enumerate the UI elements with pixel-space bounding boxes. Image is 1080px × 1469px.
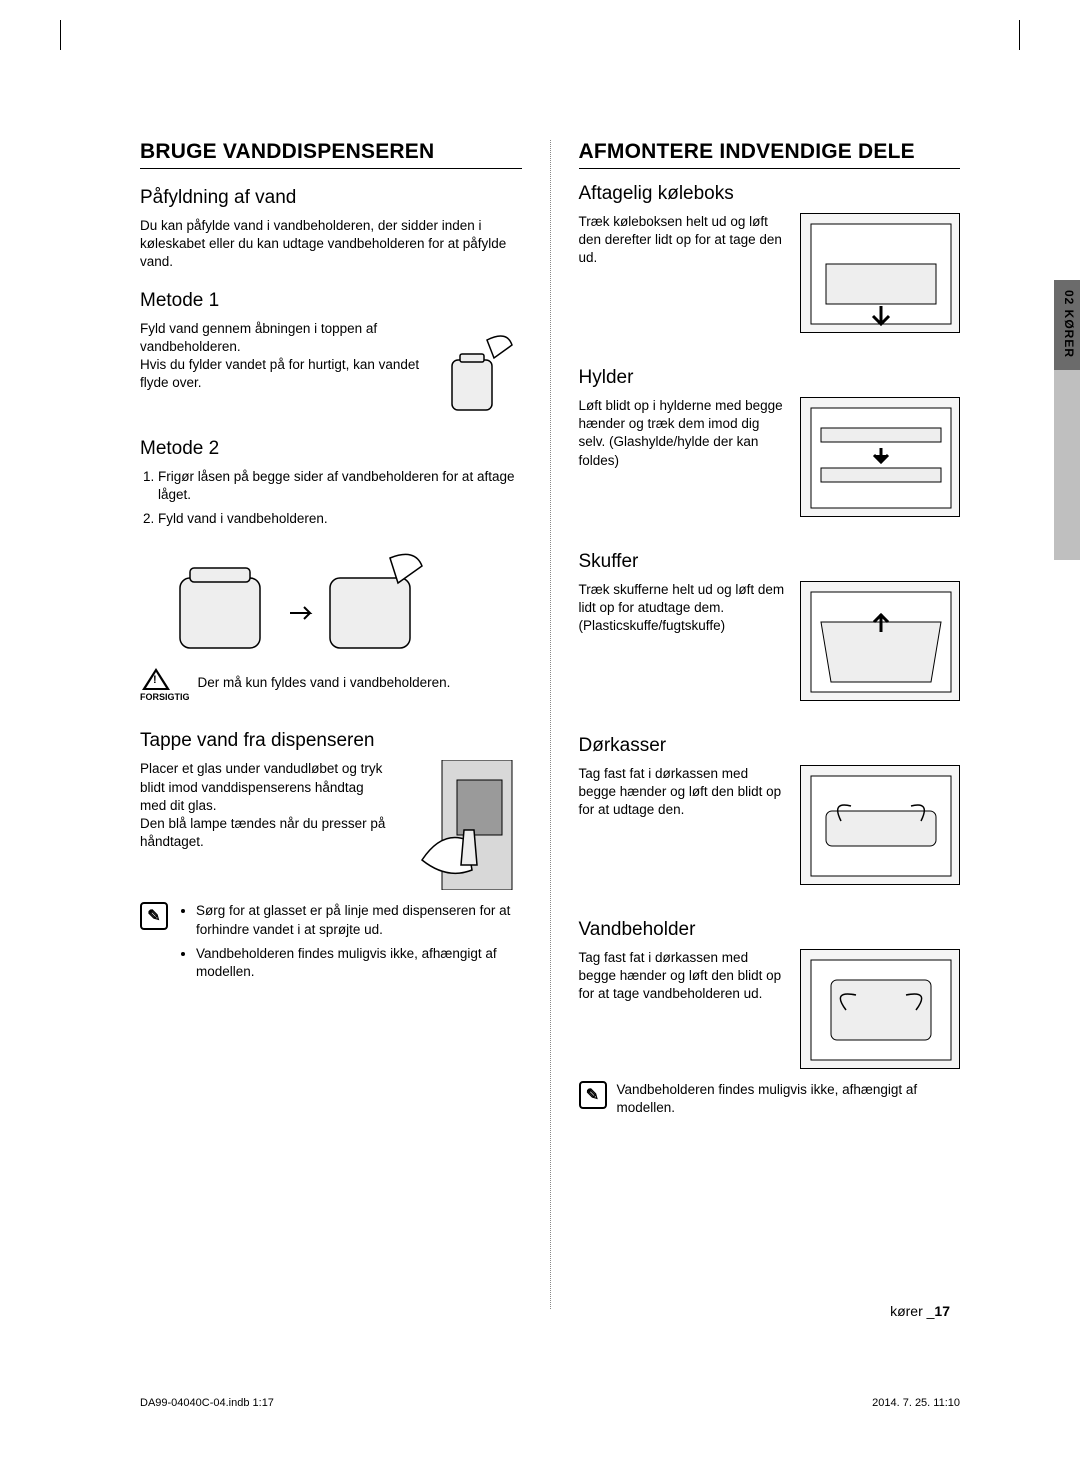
r4-body: Tag fast fat i dørkassen med begge hænde…	[579, 765, 789, 820]
caution-icon: !	[140, 668, 172, 694]
print-footer: DA99-04040C-04.indb 1:17 2014. 7. 25. 11…	[140, 1397, 960, 1409]
r3-body: Træk skufferne helt ud og løft dem lidt …	[579, 581, 789, 636]
note-row-left: ✎ Sørg for at glasset er på linje med di…	[140, 902, 522, 987]
s2-body: Placer et glas under vandudløbet og tryk…	[140, 760, 390, 851]
r2-head: Hylder	[579, 367, 961, 389]
note-row-right: ✎ Vandbeholderen findes muligvis ikke, a…	[579, 1081, 961, 1117]
left-column: BRUGE VANDDISPENSEREN Påfyldning af vand…	[140, 140, 551, 1309]
fig-shelves-icon	[800, 397, 960, 517]
r2-body: Løft blidt op i hylderne med begge hænde…	[579, 397, 789, 470]
s1-body: Du kan påfylde vand i vandbeholderen, de…	[140, 217, 522, 272]
footer-page: 17	[934, 1303, 950, 1319]
fig-watertank-icon	[800, 949, 960, 1069]
right-column: AFMONTERE INDVENDIGE DELE Aftagelig køle…	[579, 140, 961, 1309]
note2: Vandbeholderen findes muligvis ikke, afh…	[196, 945, 522, 981]
r4-head: Dørkasser	[579, 735, 961, 757]
r1-head: Aftagelig køleboks	[579, 183, 961, 205]
r-note: Vandbeholderen findes muligvis ikke, afh…	[617, 1081, 961, 1117]
note-icon-right: ✎	[579, 1081, 607, 1109]
fig-kettle-icon	[432, 320, 522, 420]
footer-label: kører _	[890, 1303, 934, 1319]
side-tab-label: 02 KØRER	[1062, 290, 1076, 358]
fig-coolbox-icon	[800, 213, 960, 333]
r3-head: Skuffer	[579, 551, 961, 573]
r1-body: Træk køleboksen helt ud og løft den dere…	[579, 213, 789, 268]
s2-head: Tappe vand fra dispenseren	[140, 730, 522, 752]
crop-marks	[60, 20, 1020, 50]
note-icon: ✎	[140, 902, 168, 930]
fig-containers-icon	[160, 538, 460, 658]
page-footer-right: kører _17	[890, 1303, 950, 1319]
fig-dispenser-icon	[402, 760, 522, 890]
print-left: DA99-04040C-04.indb 1:17	[140, 1397, 274, 1409]
m1-head: Metode 1	[140, 290, 522, 312]
r5-head: Vandbeholder	[579, 919, 961, 941]
print-right: 2014. 7. 25. 11:10	[872, 1397, 960, 1409]
note1: Sørg for at glasset er på linje med disp…	[196, 902, 522, 938]
m2-head: Metode 2	[140, 438, 522, 460]
left-title: BRUGE VANDDISPENSEREN	[140, 140, 522, 169]
right-title: AFMONTERE INDVENDIGE DELE	[579, 140, 961, 169]
r5-body: Tag fast fat i dørkassen med begge hænde…	[579, 949, 789, 1004]
caution-row: ! FORSIGTIG Der må kun fyldes vand i van…	[140, 668, 522, 702]
m1-body: Fyld vand gennem åbningen i toppen af va…	[140, 320, 420, 393]
page-content: BRUGE VANDDISPENSEREN Påfyldning af vand…	[140, 140, 960, 1309]
s1-head: Påfyldning af vand	[140, 187, 522, 209]
m2-li1: Frigør låsen på begge sider af vandbehol…	[158, 468, 522, 504]
fig-doorbin-icon	[800, 765, 960, 885]
fig-drawers-icon	[800, 581, 960, 701]
caution-text: Der må kun fyldes vand i vandbeholderen.	[198, 674, 451, 692]
m2-li2: Fyld vand i vandbeholderen.	[158, 510, 522, 528]
